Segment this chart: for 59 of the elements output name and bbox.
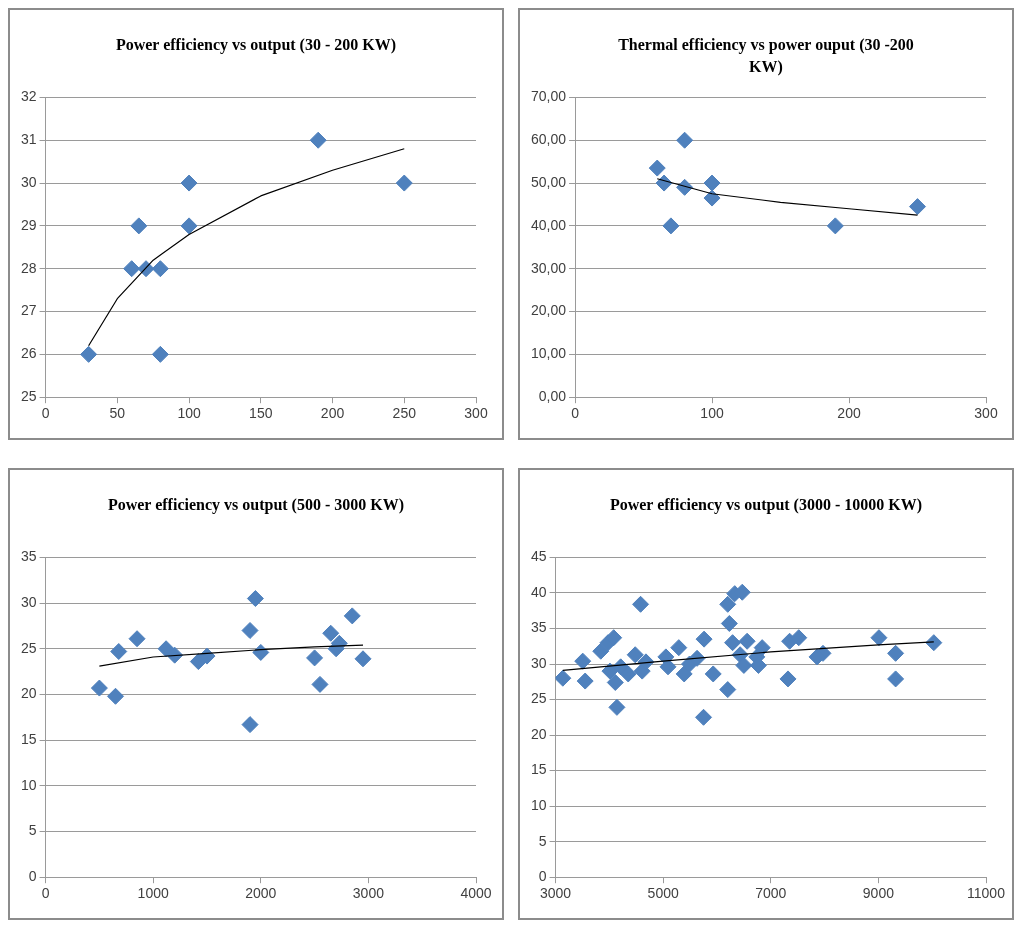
y-tick-label: 20 bbox=[20, 685, 37, 702]
x-tick-label: 2000 bbox=[245, 885, 277, 902]
x-tick-label: 7000 bbox=[755, 885, 787, 902]
y-tick-label: 15 bbox=[20, 731, 37, 747]
y-tick-label: 35 bbox=[530, 619, 547, 636]
y-tick-label: 5 bbox=[538, 832, 547, 849]
y-tick-label: 40,00 bbox=[530, 216, 567, 233]
x-tick-label: 11000 bbox=[967, 885, 1006, 902]
y-tick-label: 10,00 bbox=[530, 345, 567, 362]
y-tick-label: 0,00 bbox=[538, 388, 567, 405]
y-tick-label: 28 bbox=[20, 259, 37, 276]
x-tick-label: 4000 bbox=[460, 885, 492, 902]
y-tick-label: 0 bbox=[28, 868, 37, 885]
x-tick-label: 50 bbox=[109, 405, 126, 422]
x-tick-label: 5000 bbox=[647, 885, 679, 902]
y-tick-label: 15 bbox=[530, 761, 547, 778]
y-tick-label: 29 bbox=[20, 216, 37, 233]
y-tick-label: 20 bbox=[530, 725, 547, 742]
y-tick-label: 27 bbox=[20, 302, 37, 319]
y-tick-label: 35 bbox=[20, 548, 37, 565]
y-tick-label: 45 bbox=[530, 548, 547, 565]
x-tick-label: 300 bbox=[464, 405, 488, 422]
x-tick-label: 100 bbox=[700, 405, 724, 422]
y-tick-label: 32 bbox=[20, 88, 37, 105]
x-tick-label: 1000 bbox=[137, 885, 169, 902]
y-tick-label: 50,00 bbox=[530, 173, 567, 190]
y-tick-label: 30 bbox=[530, 654, 547, 671]
x-tick-label: 3000 bbox=[539, 885, 572, 902]
y-tick-label: 70,00 bbox=[530, 88, 567, 105]
y-tick-label: 31 bbox=[20, 131, 37, 148]
x-tick-label: 0 bbox=[41, 405, 50, 422]
y-tick-label: 0 bbox=[538, 868, 547, 885]
x-tick-label: 250 bbox=[392, 405, 417, 422]
y-tick-label: 10 bbox=[530, 796, 547, 813]
x-tick-label: 200 bbox=[320, 405, 345, 422]
chart-title: Power efficiency vs output (30 - 200 KW) bbox=[114, 35, 398, 56]
y-tick-label: 25 bbox=[20, 639, 37, 656]
x-tick-label: 9000 bbox=[862, 885, 895, 902]
x-tick-label: 0 bbox=[41, 885, 50, 902]
y-tick-label: 26 bbox=[20, 345, 37, 362]
y-tick-label: 60,00 bbox=[530, 131, 567, 148]
x-tick-label: 100 bbox=[177, 405, 201, 422]
y-tick-label: 30,00 bbox=[530, 259, 567, 276]
x-tick-label: 200 bbox=[837, 405, 861, 422]
y-tick-label: 30 bbox=[20, 173, 37, 190]
chart-title: Power efficiency vs output (3000 - 10000 KW) bbox=[608, 495, 924, 516]
x-tick-label: 300 bbox=[974, 405, 998, 422]
y-tick-label: 25 bbox=[530, 690, 547, 707]
x-tick-label: 0 bbox=[571, 405, 580, 422]
y-tick-label: 40 bbox=[530, 583, 547, 600]
x-tick-label: 3000 bbox=[352, 885, 385, 902]
y-tick-label: 10 bbox=[20, 776, 37, 793]
chart-title: Power efficiency vs output (500 - 3000 KW) bbox=[106, 495, 406, 516]
y-tick-label: 30 bbox=[20, 593, 37, 610]
y-tick-label: 20,00 bbox=[530, 302, 567, 319]
chart-title: Thermal efficiency vs power ouput (30 -200 KW) bbox=[617, 35, 915, 78]
y-tick-label: 5 bbox=[28, 822, 37, 839]
y-tick-label: 25 bbox=[20, 388, 37, 405]
x-tick-label: 150 bbox=[249, 405, 273, 422]
